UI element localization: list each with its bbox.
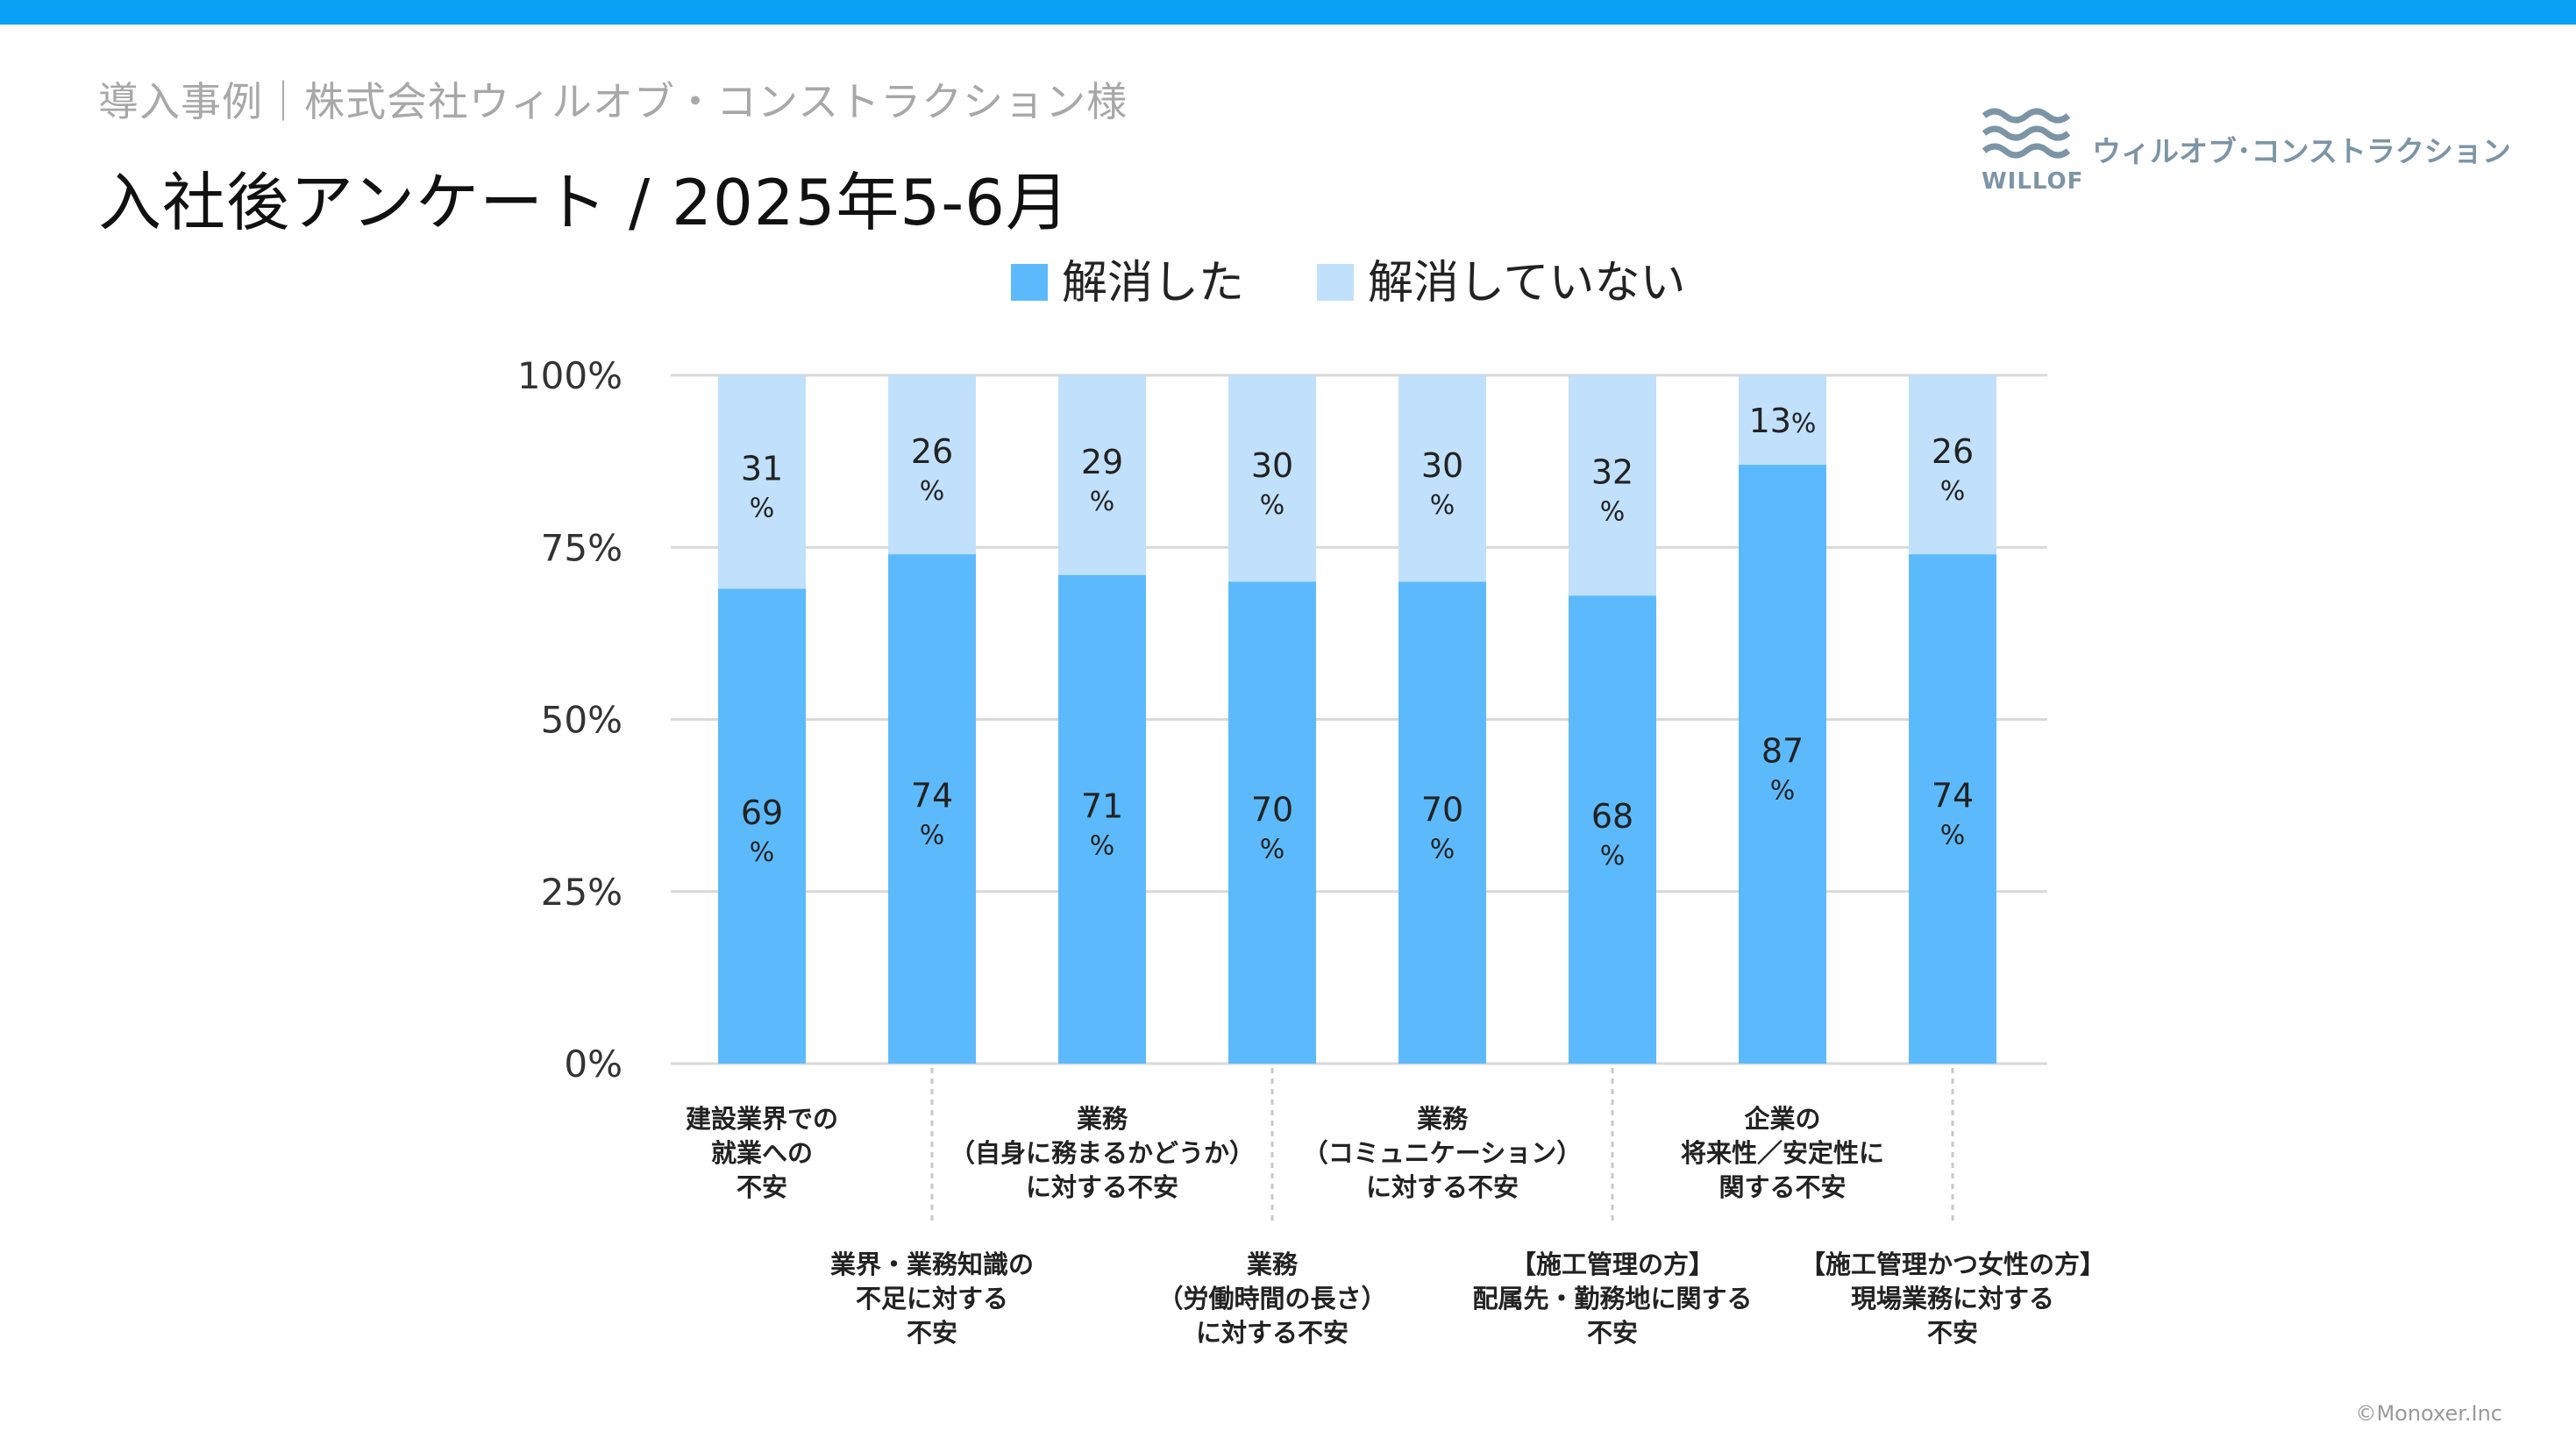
bar-segment xyxy=(1569,595,1656,1064)
data-label: 13% xyxy=(1749,402,1817,440)
category-label: 業務 xyxy=(1077,1104,1128,1134)
category-label: 業務 xyxy=(1417,1104,1469,1134)
bar-segment xyxy=(1058,574,1146,1064)
data-label: 74 xyxy=(1932,777,1974,815)
bar-segment xyxy=(1228,375,1316,582)
bar-segment xyxy=(1569,375,1656,596)
y-tick-label: 25% xyxy=(541,871,623,914)
data-label-unit: % xyxy=(1260,834,1285,865)
logo-company-name: ウィルオブ･コンストラクション xyxy=(2092,134,2511,168)
bar-segment xyxy=(888,554,976,1064)
category-label: 企業の xyxy=(1744,1104,1820,1134)
bar-segment xyxy=(1909,375,1996,555)
category-label: 不安 xyxy=(1927,1318,1978,1348)
y-tick-label: 100% xyxy=(517,354,623,397)
category-label: 【施工管理の方】 xyxy=(1511,1249,1714,1279)
top-accent-bar xyxy=(0,0,2576,25)
logo-wordmark: WILLOF xyxy=(1982,168,2084,195)
data-label-unit: % xyxy=(1430,834,1455,865)
category-label: 就業への xyxy=(711,1138,813,1168)
data-label: 30 xyxy=(1251,446,1293,485)
y-tick-label: 75% xyxy=(541,526,623,569)
data-label: 74 xyxy=(911,777,953,815)
category-label: 建設業界での xyxy=(686,1104,838,1134)
category-label: 将来性／安定性に xyxy=(1681,1138,1884,1168)
category-label: 業界・業務知識の xyxy=(830,1249,1034,1279)
category-label: （コミュニケーション） xyxy=(1303,1138,1582,1168)
data-label-unit: % xyxy=(1260,490,1285,521)
wave-logo-icon xyxy=(1982,108,2071,159)
y-tick-label: 50% xyxy=(541,699,623,742)
data-label: 30 xyxy=(1421,446,1463,485)
data-label-unit: % xyxy=(750,494,775,524)
copyright: ©Monoxer.Inc xyxy=(2355,1401,2502,1426)
bar-segment xyxy=(1909,554,1996,1064)
data-label-unit: % xyxy=(1600,497,1626,528)
bar-segment xyxy=(1739,375,1826,466)
legend-label: 解消した xyxy=(1062,257,1244,310)
category-label: 不安 xyxy=(737,1172,787,1202)
category-label: 不安 xyxy=(907,1318,957,1348)
bar-segment xyxy=(718,588,806,1064)
data-label: 87 xyxy=(1761,732,1804,771)
category-label: （自身に務まるかどうか） xyxy=(950,1138,1255,1168)
bar-segment xyxy=(1228,581,1316,1064)
company-logo: WILLOF ウィルオブ･コンストラクション xyxy=(1980,105,2511,195)
data-label: 70 xyxy=(1421,790,1463,829)
legend-swatch xyxy=(1317,264,1354,301)
bar-segment xyxy=(1739,465,1826,1064)
category-label: （労働時間の長さ） xyxy=(1157,1284,1386,1313)
data-label-unit: % xyxy=(1940,821,1966,851)
category-label: 不足に対する xyxy=(856,1284,1008,1313)
legend-swatch xyxy=(1011,264,1048,301)
legend-label: 解消していない xyxy=(1368,257,1685,310)
data-label-unit: % xyxy=(1940,476,1966,507)
data-label-unit: % xyxy=(1430,490,1455,521)
breadcrumb: 導入事例｜株式会社ウィルオブ・コンストラクション様 xyxy=(98,78,1128,125)
bar-segment xyxy=(718,375,806,589)
data-label: 70 xyxy=(1251,790,1293,829)
data-label-unit: % xyxy=(920,821,945,851)
data-label-unit: % xyxy=(1090,830,1115,861)
data-label: 31 xyxy=(741,450,783,488)
data-label: 69 xyxy=(741,794,783,832)
data-label-unit: % xyxy=(1090,487,1115,517)
category-label: 業務 xyxy=(1247,1249,1299,1279)
data-label-unit: % xyxy=(1600,841,1626,872)
data-label-unit: % xyxy=(1770,776,1796,807)
data-label: 26 xyxy=(1932,432,1974,471)
category-label: 【施工管理かつ女性の方】 xyxy=(1800,1249,2105,1279)
bar-segment xyxy=(1398,581,1486,1064)
category-label: に対する不安 xyxy=(1026,1172,1178,1202)
category-label: に対する不安 xyxy=(1366,1172,1519,1202)
data-label: 26 xyxy=(911,432,953,471)
category-label: 関する不安 xyxy=(1719,1172,1846,1202)
data-label: 32 xyxy=(1591,453,1633,492)
page-title: 入社後アンケート / 2025年5-6月 xyxy=(98,166,1070,239)
data-label: 29 xyxy=(1081,443,1123,481)
category-label: 配属先・勤務地に関する xyxy=(1472,1284,1752,1313)
data-label: 68 xyxy=(1591,797,1633,836)
bar-segment xyxy=(888,375,976,555)
data-label-unit: % xyxy=(920,476,945,507)
data-label: 71 xyxy=(1081,787,1123,825)
category-label: に対する不安 xyxy=(1196,1318,1348,1348)
data-label-unit: % xyxy=(750,837,775,868)
bar-segment xyxy=(1058,375,1146,575)
category-label: 不安 xyxy=(1587,1318,1638,1348)
category-label: 現場業務に対する xyxy=(1851,1284,2054,1313)
bar-segment xyxy=(1398,375,1486,582)
y-tick-label: 0% xyxy=(564,1043,623,1086)
